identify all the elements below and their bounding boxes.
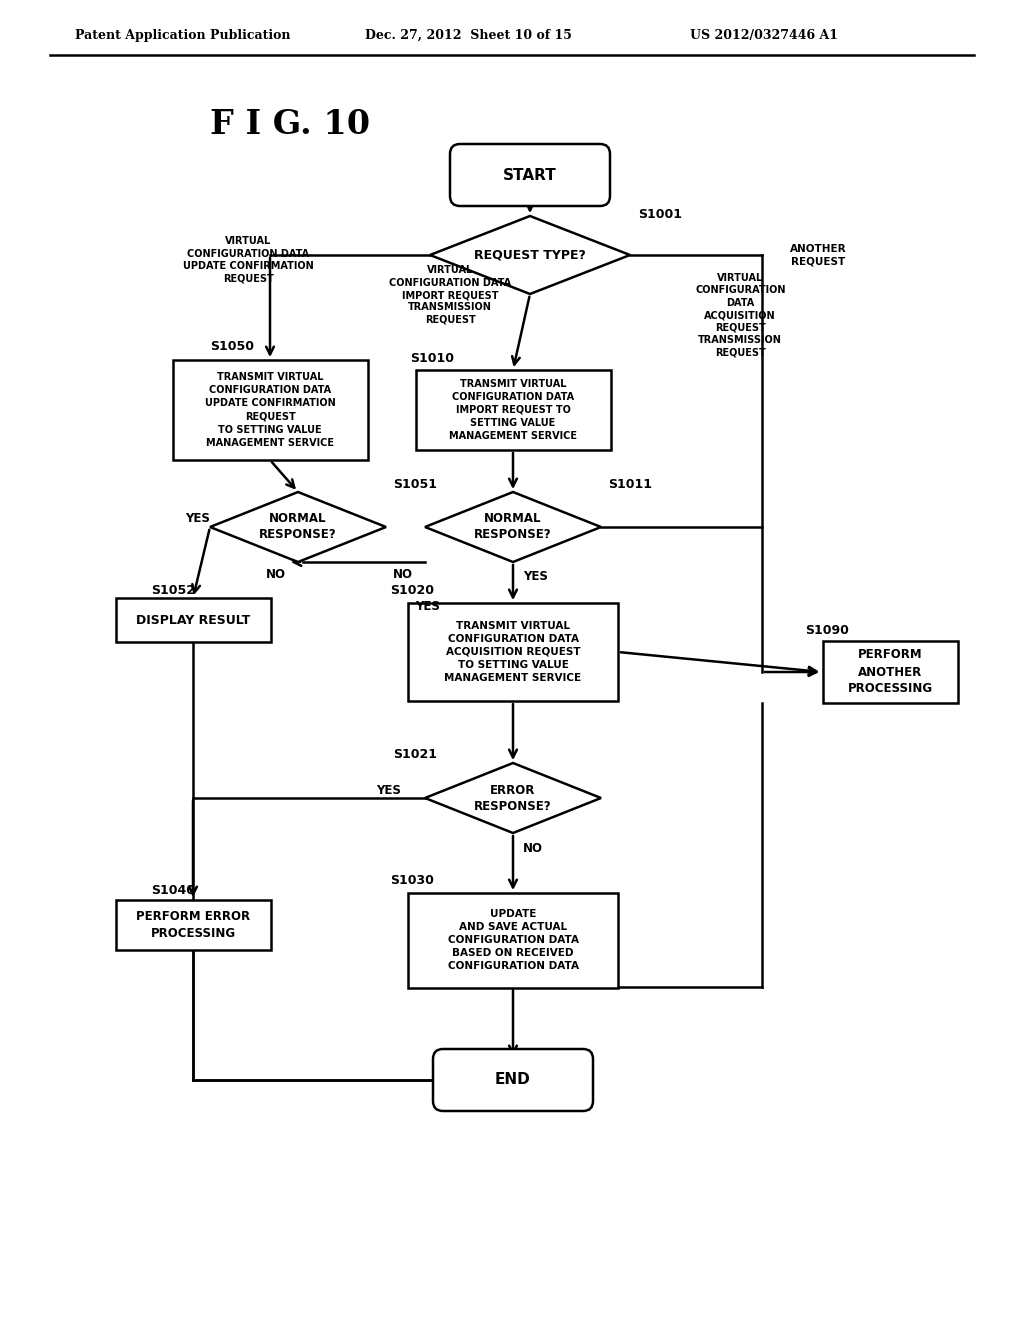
FancyBboxPatch shape [433, 1049, 593, 1111]
Text: F I G. 10: F I G. 10 [210, 108, 370, 141]
Text: S1020: S1020 [390, 583, 434, 597]
Bar [116, 598, 270, 642]
Text: NO: NO [266, 569, 286, 582]
FancyBboxPatch shape [450, 144, 610, 206]
Text: VIRTUAL
CONFIGURATION
DATA
ACQUISITION
REQUEST
TRANSMISSION
REQUEST: VIRTUAL CONFIGURATION DATA ACQUISITION R… [695, 273, 785, 358]
Polygon shape [430, 216, 630, 294]
Text: START: START [503, 168, 557, 182]
Text: NORMAL
RESPONSE?: NORMAL RESPONSE? [259, 512, 337, 541]
Text: S1010: S1010 [410, 351, 454, 364]
Text: YES: YES [185, 512, 210, 525]
Text: S1001: S1001 [638, 209, 682, 222]
Text: NO: NO [523, 842, 543, 854]
Text: NO: NO [393, 569, 413, 582]
Polygon shape [425, 492, 601, 562]
Text: PERFORM
ANOTHER
PROCESSING: PERFORM ANOTHER PROCESSING [848, 648, 933, 696]
Text: S1011: S1011 [608, 478, 652, 491]
Polygon shape [425, 763, 601, 833]
Text: TRANSMIT VIRTUAL
CONFIGURATION DATA
IMPORT REQUEST TO
SETTING VALUE
MANAGEMENT S: TRANSMIT VIRTUAL CONFIGURATION DATA IMPO… [449, 379, 577, 441]
Text: S1040: S1040 [151, 883, 195, 896]
Text: YES: YES [523, 570, 548, 583]
Bar [172, 360, 368, 459]
Bar [408, 603, 618, 701]
Text: DISPLAY RESULT: DISPLAY RESULT [136, 614, 250, 627]
Text: NORMAL
RESPONSE?: NORMAL RESPONSE? [474, 512, 552, 541]
Text: S1050: S1050 [210, 341, 254, 354]
Text: S1030: S1030 [390, 874, 434, 887]
Text: S1051: S1051 [393, 478, 437, 491]
Text: YES: YES [376, 784, 401, 796]
Polygon shape [210, 492, 386, 562]
Text: S1052: S1052 [151, 583, 195, 597]
Text: S1090: S1090 [805, 623, 849, 636]
Bar [822, 642, 957, 704]
Bar [416, 370, 610, 450]
Text: END: END [496, 1072, 530, 1088]
Bar [116, 900, 270, 950]
Text: YES: YES [415, 599, 440, 612]
Text: Dec. 27, 2012  Sheet 10 of 15: Dec. 27, 2012 Sheet 10 of 15 [365, 29, 571, 41]
Text: Patent Application Publication: Patent Application Publication [75, 29, 291, 41]
Text: REQUEST TYPE?: REQUEST TYPE? [474, 248, 586, 261]
Text: VIRTUAL
CONFIGURATION DATA
UPDATE CONFIRMATION
REQUEST: VIRTUAL CONFIGURATION DATA UPDATE CONFIR… [182, 236, 313, 284]
Bar [408, 892, 618, 987]
Text: ANOTHER
REQUEST: ANOTHER REQUEST [790, 244, 847, 267]
Text: VIRTUAL
CONFIGURATION DATA
IMPORT REQUEST
TRANSMISSION
REQUEST: VIRTUAL CONFIGURATION DATA IMPORT REQUES… [389, 265, 511, 325]
Text: TRANSMIT VIRTUAL
CONFIGURATION DATA
UPDATE CONFIRMATION
REQUEST
TO SETTING VALUE: TRANSMIT VIRTUAL CONFIGURATION DATA UPDA… [205, 372, 336, 447]
Text: S1021: S1021 [393, 748, 437, 762]
Text: PERFORM ERROR
PROCESSING: PERFORM ERROR PROCESSING [136, 909, 250, 940]
Text: US 2012/0327446 A1: US 2012/0327446 A1 [690, 29, 838, 41]
Text: TRANSMIT VIRTUAL
CONFIGURATION DATA
ACQUISITION REQUEST
TO SETTING VALUE
MANAGEM: TRANSMIT VIRTUAL CONFIGURATION DATA ACQU… [444, 620, 582, 684]
Text: ERROR
RESPONSE?: ERROR RESPONSE? [474, 784, 552, 813]
Text: UPDATE
AND SAVE ACTUAL
CONFIGURATION DATA
BASED ON RECEIVED
CONFIGURATION DATA: UPDATE AND SAVE ACTUAL CONFIGURATION DAT… [447, 908, 579, 972]
